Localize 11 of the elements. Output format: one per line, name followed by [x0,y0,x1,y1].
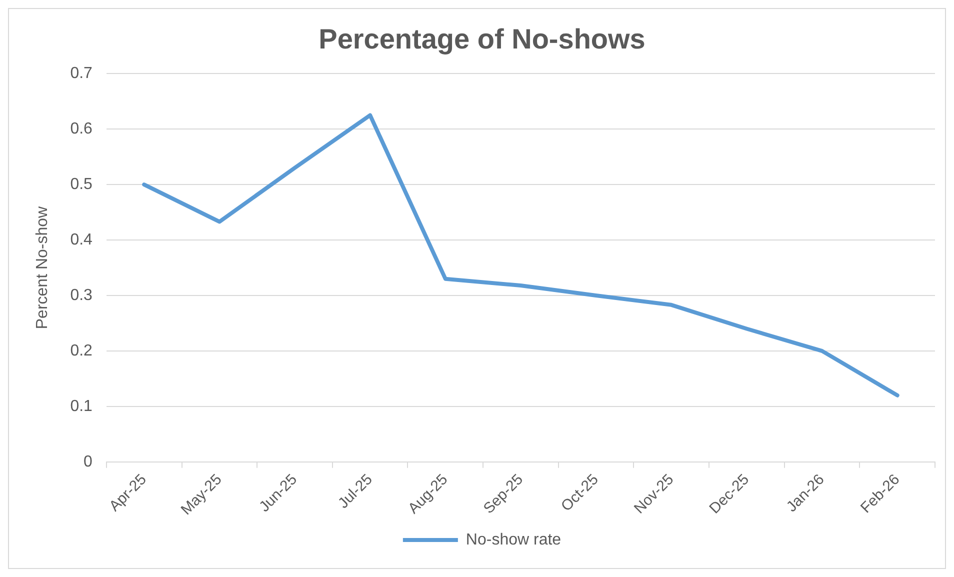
y-axis-title: Percent No-show [34,206,52,330]
y-tick-label: 0.6 [70,120,93,138]
y-tick-label: 0.1 [70,398,93,415]
y-tick-label: 0.4 [70,231,93,248]
legend-label: No-show rate [466,531,562,548]
y-tick-label: 0.5 [70,176,93,193]
y-tick-label: 0.7 [70,65,93,82]
y-tick-label: 0.3 [70,286,93,304]
y-tick-label: 0 [84,453,93,470]
y-tick-label: 0.2 [70,342,93,360]
chart-title: Percentage of No-shows [318,24,646,55]
